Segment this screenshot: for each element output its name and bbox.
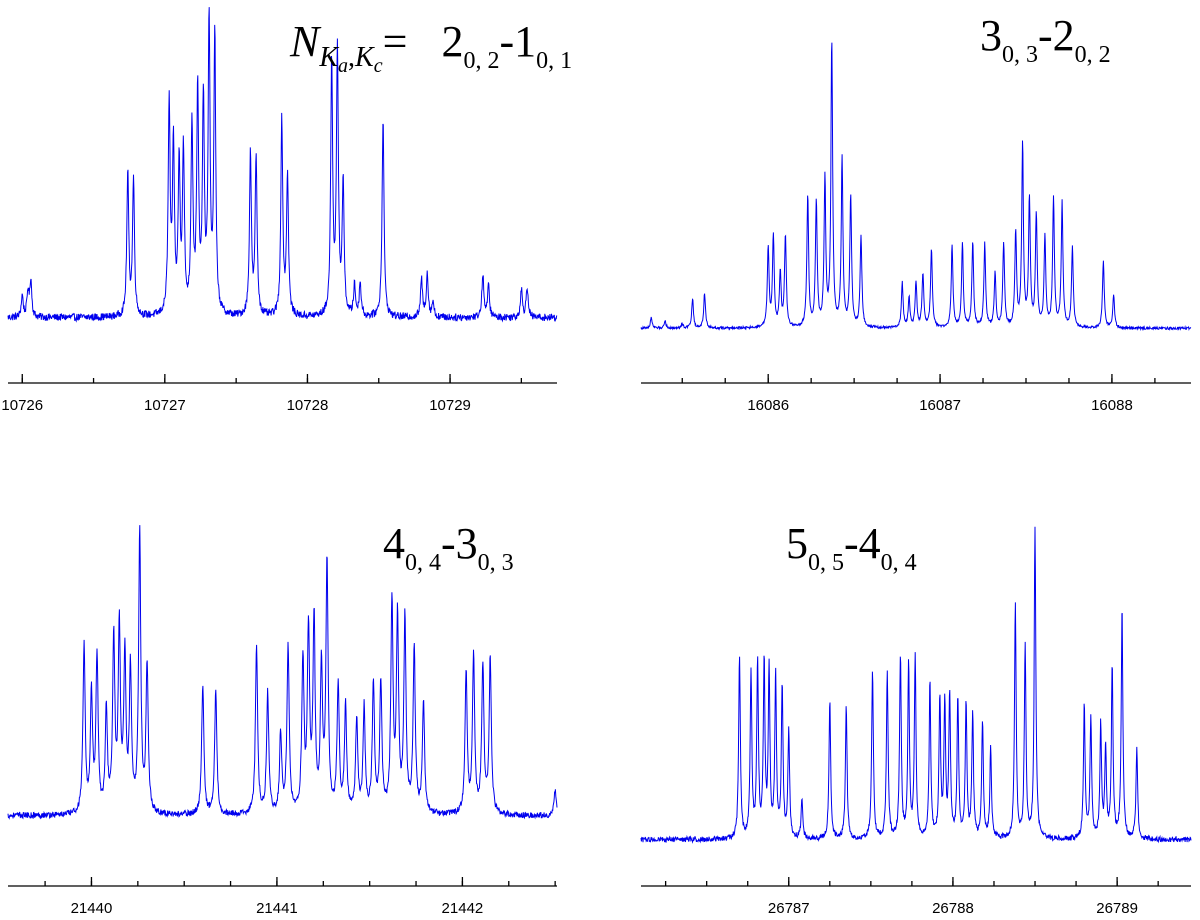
x-tick-label: 16086: [747, 397, 789, 414]
x-tick-label: 21441: [256, 900, 298, 917]
x-tick-label: 10729: [429, 397, 471, 414]
x-tick-label: 26789: [1096, 900, 1138, 917]
spectrum-trace: [7, 525, 558, 820]
spectrum-trace: [640, 526, 1192, 844]
transition-label: 40, 4-30, 3: [383, 519, 514, 576]
spectrum-panel-2: 16086 16087 16088 30, 3-20, 2: [640, 11, 1192, 414]
transition-label: NKa,Kc= 20, 2-10, 1: [289, 17, 572, 77]
spectrum-panel-1: 10726 10727 10728 10729 NKa,Kc= 20, 2-10, 1: [1, 7, 572, 414]
x-tick-label: 10728: [287, 397, 329, 414]
x-tick-label: 26787: [768, 900, 810, 917]
transition-label: 30, 3-20, 2: [980, 11, 1111, 68]
x-tick-label: 26788: [932, 900, 974, 917]
spectrum-panel-3: 21440 21441 21442 40, 4-30, 3: [7, 519, 558, 917]
transition-label: 50, 5-40, 4: [786, 519, 917, 576]
x-tick-label: 21442: [442, 900, 484, 917]
x-tick-label: 10727: [144, 397, 186, 414]
x-tick-label: 16088: [1091, 397, 1133, 414]
x-tick-label: 21440: [71, 900, 113, 917]
x-tick-label: 10726: [1, 397, 43, 414]
spectrum-trace: [640, 42, 1192, 332]
x-tick-label: 16087: [919, 397, 961, 414]
spectrum-trace: [7, 7, 558, 323]
spectrum-panel-4: 26787 26788 26789 50, 5-40, 4: [640, 519, 1192, 917]
